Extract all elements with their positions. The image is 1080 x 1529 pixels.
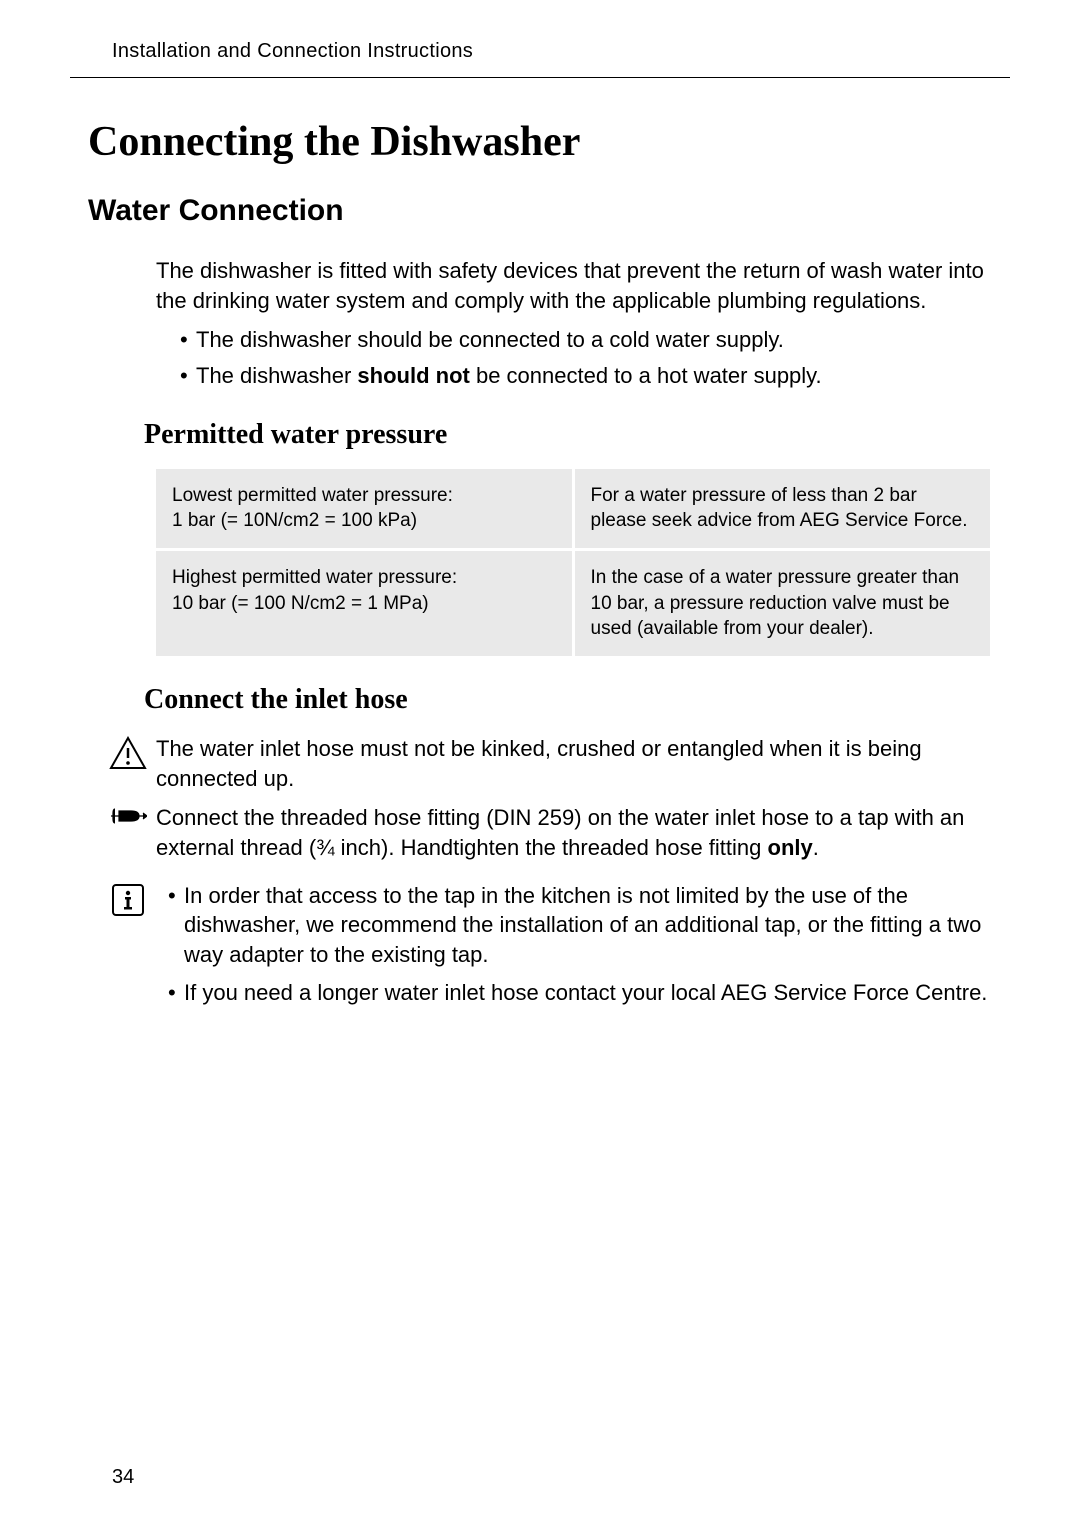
info-block: In order that access to the tap in the k…	[70, 881, 1010, 1016]
list-item: The dishwasher should not be connected t…	[180, 361, 990, 391]
bold-span: only	[768, 835, 813, 860]
table-cell: For a water pressure of less than 2 bar …	[575, 469, 991, 548]
cell-line: 10 bar (= 100 N/cm2 = 1 MPa)	[172, 593, 429, 614]
cell-line: 1 bar (= 10N/cm2 = 100 kPa)	[172, 510, 417, 531]
list-item: If you need a longer water inlet hose co…	[168, 978, 990, 1008]
cell-line: Highest permitted water pressure:	[172, 567, 457, 588]
section-title-water-connection: Water Connection	[70, 194, 1010, 228]
table-cell: In the case of a water pressure greater …	[575, 551, 991, 656]
intro-paragraph: The dishwasher is fitted with safety dev…	[70, 256, 1010, 315]
info-icon	[100, 881, 156, 917]
cell-line: Lowest permitted water pressure:	[172, 485, 453, 506]
running-header: Installation and Connection Instructions	[70, 40, 1010, 63]
intro-bullet-list: The dishwasher should be connected to a …	[70, 325, 1010, 390]
table-cell: Highest permitted water pressure: 10 bar…	[156, 551, 572, 656]
list-item: The dishwasher should be connected to a …	[180, 325, 990, 355]
instruction-text: Connect the threaded hose fitting (DIN 2…	[156, 803, 990, 862]
page-number: 34	[112, 1466, 134, 1489]
text-span: be connected to a hot water supply.	[470, 363, 822, 388]
text-span: .	[813, 835, 819, 860]
info-text: In order that access to the tap in the k…	[156, 881, 990, 1016]
warning-text: The water inlet hose must not be kinked,…	[156, 734, 990, 793]
text-span: The dishwasher	[196, 363, 357, 388]
bold-span: should not	[357, 363, 469, 388]
list-item: In order that access to the tap in the k…	[168, 881, 990, 970]
warning-block: The water inlet hose must not be kinked,…	[70, 734, 1010, 793]
main-title: Connecting the Dishwasher	[70, 118, 1010, 166]
warning-icon	[100, 734, 156, 770]
pressure-table: Lowest permitted water pressure: 1 bar (…	[156, 469, 990, 656]
instruction-block: Connect the threaded hose fitting (DIN 2…	[70, 803, 1010, 862]
subsection-permitted-pressure: Permitted water pressure	[70, 419, 1010, 451]
pointer-icon	[100, 803, 156, 827]
manual-page: Installation and Connection Instructions…	[0, 0, 1080, 1529]
subsection-inlet-hose: Connect the inlet hose	[70, 684, 1010, 716]
text-span: Connect the threaded hose fitting (DIN 2…	[156, 805, 964, 860]
header-rule: Installation and Connection Instructions	[70, 40, 1010, 78]
table-cell: Lowest permitted water pressure: 1 bar (…	[156, 469, 572, 548]
